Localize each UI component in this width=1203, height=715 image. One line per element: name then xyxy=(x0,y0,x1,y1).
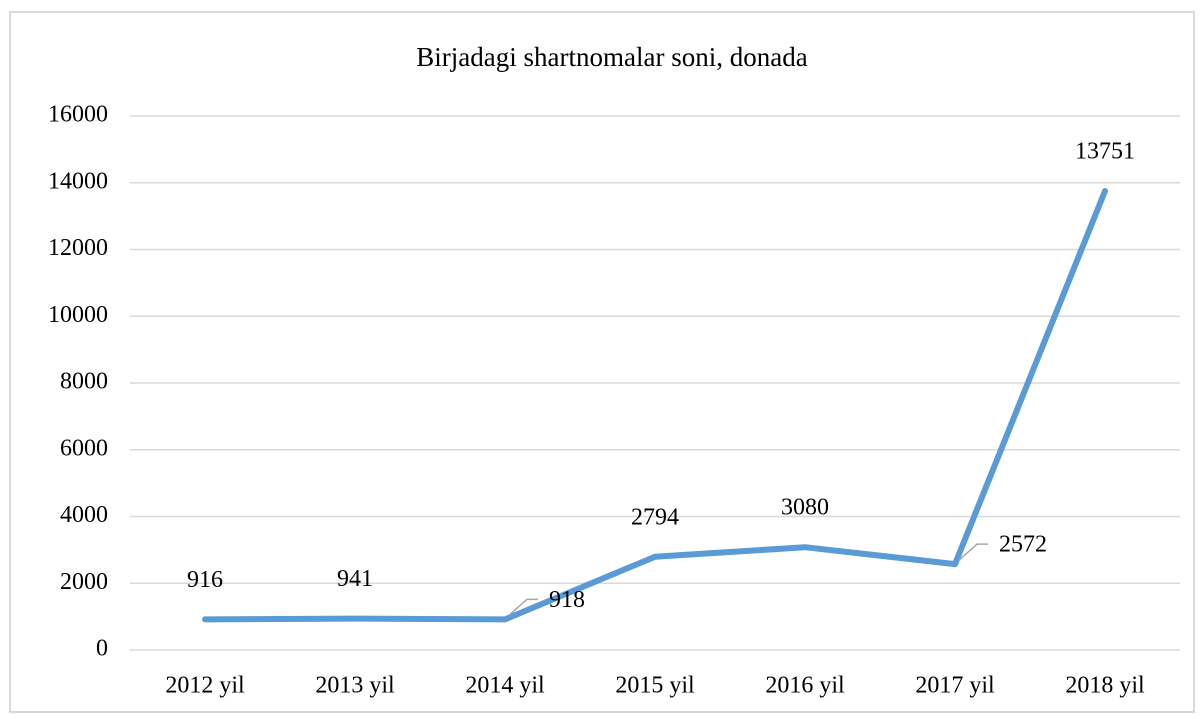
x-tick-label: 2012 yil xyxy=(165,673,245,699)
y-tick-label: 2000 xyxy=(60,569,108,595)
chart-title: Birjadagi shartnomalar soni, donada xyxy=(416,42,807,72)
y-tick-label: 12000 xyxy=(48,235,108,261)
y-tick-label: 14000 xyxy=(48,168,108,194)
data-label: 3080 xyxy=(781,495,829,521)
y-tick-label: 10000 xyxy=(48,302,108,328)
y-tick-label: 0 xyxy=(96,636,108,662)
data-label: 2794 xyxy=(631,504,679,530)
x-tick-label: 2016 yil xyxy=(765,673,845,699)
x-tick-label: 2018 yil xyxy=(1065,673,1145,699)
data-label: 13751 xyxy=(1075,139,1135,165)
leader-line xyxy=(508,598,538,616)
data-label: 918 xyxy=(549,587,585,613)
data-line xyxy=(202,188,1108,623)
x-tick-label: 2013 yil xyxy=(315,673,395,699)
leader-line xyxy=(958,543,988,561)
data-label: 916 xyxy=(187,567,223,593)
x-tick-label: 2017 yil xyxy=(915,673,995,699)
data-label: 2572 xyxy=(999,532,1047,558)
y-tick-label: 16000 xyxy=(48,102,108,128)
data-label: 941 xyxy=(337,566,373,592)
y-tick-label: 8000 xyxy=(60,369,108,395)
y-tick-label: 4000 xyxy=(60,502,108,528)
x-tick-label: 2014 yil xyxy=(465,673,545,699)
x-tick-label: 2015 yil xyxy=(615,673,695,699)
y-tick-label: 6000 xyxy=(60,435,108,461)
chart-border xyxy=(9,11,1195,713)
